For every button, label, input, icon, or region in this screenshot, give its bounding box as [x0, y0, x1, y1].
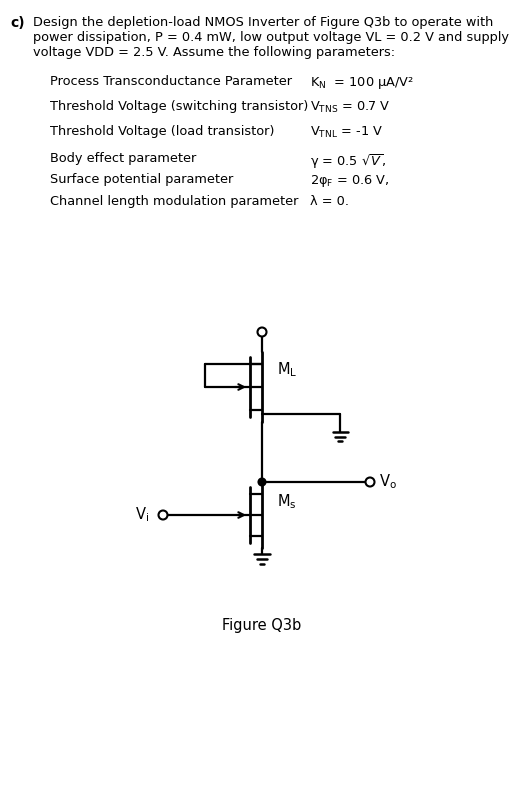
Text: K$_\mathsf{N}$  = 100 μA/V²: K$_\mathsf{N}$ = 100 μA/V²: [310, 75, 414, 91]
Text: power dissipation, P = 0.4 mW, low output voltage VL = 0.2 V and supply: power dissipation, P = 0.4 mW, low outpu…: [33, 31, 509, 44]
Text: Design the depletion-load NMOS Inverter of Figure Q3b to operate with: Design the depletion-load NMOS Inverter …: [33, 16, 493, 29]
Text: M$_\mathsf{s}$: M$_\mathsf{s}$: [277, 492, 297, 510]
Circle shape: [258, 328, 267, 337]
Text: M$_\mathsf{L}$: M$_\mathsf{L}$: [277, 360, 297, 378]
Text: Threshold Voltage (switching transistor): Threshold Voltage (switching transistor): [50, 100, 309, 113]
Text: γ = 0.5 $\sqrt{V}$,: γ = 0.5 $\sqrt{V}$,: [310, 152, 386, 171]
Text: Process Transconductance Parameter: Process Transconductance Parameter: [50, 75, 292, 88]
Text: V$_\mathsf{i}$: V$_\mathsf{i}$: [135, 506, 149, 525]
Text: voltage VDD = 2.5 V. Assume the following parameters:: voltage VDD = 2.5 V. Assume the followin…: [33, 46, 395, 59]
Circle shape: [259, 479, 266, 486]
Text: V$_\mathsf{o}$: V$_\mathsf{o}$: [379, 472, 397, 491]
Text: λ = 0.: λ = 0.: [310, 195, 349, 208]
Text: Figure Q3b: Figure Q3b: [222, 618, 302, 633]
Text: Surface potential parameter: Surface potential parameter: [50, 173, 233, 186]
Text: Body effect parameter: Body effect parameter: [50, 152, 196, 165]
Text: V$_\mathsf{TNS}$ = 0.7 V: V$_\mathsf{TNS}$ = 0.7 V: [310, 100, 390, 115]
Circle shape: [158, 510, 167, 520]
Text: V$_\mathsf{TNL}$ = -1 V: V$_\mathsf{TNL}$ = -1 V: [310, 125, 383, 140]
Text: 2φ$_\mathsf{F}$ = 0.6 V,: 2φ$_\mathsf{F}$ = 0.6 V,: [310, 173, 390, 189]
Text: Threshold Voltage (load transistor): Threshold Voltage (load transistor): [50, 125, 275, 138]
Text: Channel length modulation parameter: Channel length modulation parameter: [50, 195, 298, 208]
Text: c): c): [10, 16, 24, 30]
Circle shape: [365, 477, 374, 487]
